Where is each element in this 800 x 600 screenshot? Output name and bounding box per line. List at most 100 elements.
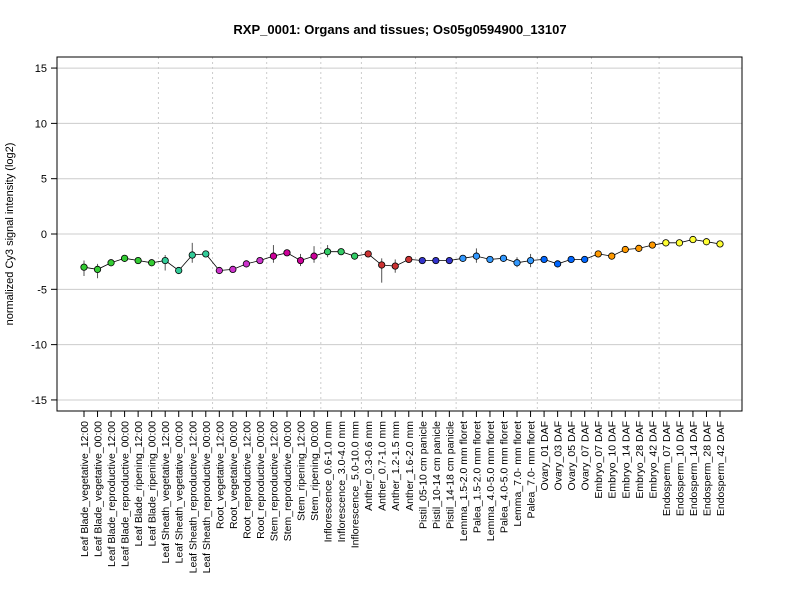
x-tick-label: Embryo_28 DAF bbox=[634, 421, 646, 499]
x-tick-label: Embryo_14 DAF bbox=[620, 421, 632, 499]
data-point bbox=[675, 239, 684, 247]
data-point bbox=[526, 256, 535, 265]
x-tick-label: Leaf Blade_ripening_00:00 bbox=[147, 421, 159, 547]
x-tick-label: Lemma_4.0-5.0 mm floret bbox=[485, 421, 497, 541]
y-tick-label: 15 bbox=[35, 63, 47, 75]
x-tick-label: Anther_1.2-1.5 mm bbox=[390, 421, 402, 511]
data-point bbox=[148, 259, 156, 267]
data-point bbox=[459, 254, 467, 262]
data-point bbox=[310, 252, 318, 260]
data-point bbox=[378, 261, 386, 269]
x-tick-label: Root_reproductive_12:00 bbox=[241, 421, 253, 539]
x-tick-label: Anther_0.7-1.0 mm bbox=[377, 421, 389, 511]
data-point bbox=[80, 263, 88, 271]
data-point bbox=[608, 252, 616, 260]
x-tick-label: Anther_1.6-2.0 mm bbox=[404, 421, 416, 511]
x-tick-label: Stem_ripening_00:00 bbox=[309, 421, 321, 521]
x-tick-label: Palea_4.0-5.0 mm floret bbox=[498, 421, 510, 533]
data-point bbox=[242, 260, 250, 268]
x-tick-label: Stem_reproductive_00:00 bbox=[282, 421, 294, 541]
data-point bbox=[107, 259, 115, 267]
data-point bbox=[621, 245, 629, 254]
grid-layer bbox=[57, 57, 742, 411]
x-tick-label: Leaf Sheath_reproductive_12:00 bbox=[187, 421, 199, 574]
data-point bbox=[269, 252, 278, 260]
x-tick-label: Leaf Blade_reproductive_12:00 bbox=[106, 421, 118, 567]
x-tick-label: Root_reproductive_00:00 bbox=[255, 421, 267, 539]
x-tick-label: Stem_ripening_12:00 bbox=[296, 421, 308, 521]
data-point bbox=[689, 235, 697, 244]
x-tick-label: Pistil_14-18 cm panicle bbox=[444, 421, 456, 529]
data-point bbox=[93, 265, 102, 273]
data-point bbox=[323, 248, 332, 256]
x-tick-label: Lemma_1.5-2.0 mm floret bbox=[458, 421, 470, 541]
data-point bbox=[486, 255, 494, 264]
y-tick-label: -10 bbox=[31, 340, 47, 352]
data-point bbox=[499, 254, 508, 262]
x-tick-label: Leaf Sheath_vegetative_00:00 bbox=[174, 421, 186, 564]
x-tick-label: Palea_7.0- mm floret bbox=[526, 421, 538, 519]
data-point bbox=[540, 255, 548, 264]
data-point bbox=[188, 251, 196, 259]
y-tick-label: -15 bbox=[31, 395, 47, 407]
chart-title: RXP_0001: Organs and tissues; Os05g05949… bbox=[233, 22, 566, 37]
x-tick-label: Pistil_10-14 cm panicle bbox=[431, 421, 443, 529]
data-point bbox=[202, 250, 210, 258]
x-tick-label: Anther_0.3-0.6 mm bbox=[363, 421, 375, 511]
x-tick-label: Pistil_05-10 cm panicle bbox=[417, 421, 429, 529]
x-tick-label: Endosperm_42 DAF bbox=[715, 421, 727, 516]
x-tick-label: Root_vegetative_12:00 bbox=[214, 421, 226, 529]
data-point bbox=[635, 244, 643, 252]
x-tick-label: Endosperm_28 DAF bbox=[701, 421, 713, 516]
x-tick-label: Ovary_03 DAF bbox=[553, 421, 565, 490]
data-point bbox=[351, 252, 359, 260]
data-point bbox=[445, 256, 453, 265]
data-point bbox=[229, 265, 237, 273]
x-tick-label: Inflorescence_3.0-4.0 mm bbox=[336, 421, 348, 543]
data-point bbox=[364, 250, 372, 258]
x-tick-label: Stem_reproductive_12:00 bbox=[268, 421, 280, 541]
data-point bbox=[648, 241, 656, 249]
data-point bbox=[702, 238, 711, 246]
data-point bbox=[432, 256, 440, 265]
data-point bbox=[120, 254, 129, 262]
data-point bbox=[283, 249, 291, 257]
data-point bbox=[161, 256, 169, 265]
x-tick-label: Endosperm_07 DAF bbox=[661, 421, 673, 516]
y-tick-label: 0 bbox=[41, 229, 47, 241]
x-tick-label: Embryo_07 DAF bbox=[593, 421, 605, 499]
y-tick-label: 5 bbox=[41, 174, 47, 186]
data-point bbox=[391, 262, 399, 270]
data-point bbox=[716, 240, 724, 248]
data-point bbox=[296, 256, 305, 265]
x-tick-label: Ovary_05 DAF bbox=[566, 421, 578, 490]
x-tick-label: Inflorescence_5.0-10.0 mm bbox=[350, 421, 362, 548]
x-tick-label: Leaf Sheath_vegetative_12:00 bbox=[160, 421, 172, 564]
x-tick-label: Ovary_01 DAF bbox=[539, 421, 551, 490]
data-point bbox=[472, 252, 481, 260]
x-axis: Leaf Blade_vegetative_12:00 Leaf Blade_ve… bbox=[79, 411, 727, 573]
x-tick-label: Root_vegetative_00:00 bbox=[228, 421, 240, 529]
plot-frame bbox=[56, 56, 743, 412]
data-point bbox=[175, 266, 183, 275]
data-point bbox=[513, 259, 521, 267]
x-tick-label: Palea_1.5-2.0 mm floret bbox=[471, 421, 483, 533]
data-point bbox=[581, 255, 589, 264]
x-tick-label: Leaf Blade_vegetative_12:00 bbox=[79, 421, 91, 557]
x-tick-label: Inflorescence_0.6-1.0 mm bbox=[323, 421, 335, 543]
data-point bbox=[554, 260, 562, 268]
data-point bbox=[418, 256, 426, 265]
y-axis-label: normalized Cy3 signal intensity (log2) bbox=[4, 143, 16, 326]
data-point bbox=[405, 255, 413, 264]
x-tick-label: Leaf Blade_ripening_12:00 bbox=[133, 421, 145, 547]
y-tick-label: -5 bbox=[37, 284, 47, 296]
data-point bbox=[215, 266, 223, 275]
x-tick-label: Leaf Sheath_reproductive_00:00 bbox=[201, 421, 213, 574]
x-tick-label: Ovary_07 DAF bbox=[580, 421, 592, 490]
x-tick-label: Embryo_10 DAF bbox=[607, 421, 619, 499]
x-tick-label: Endosperm_14 DAF bbox=[688, 421, 700, 516]
y-tick-label: 10 bbox=[35, 118, 47, 130]
x-tick-label: Embryo_42 DAF bbox=[647, 421, 659, 499]
